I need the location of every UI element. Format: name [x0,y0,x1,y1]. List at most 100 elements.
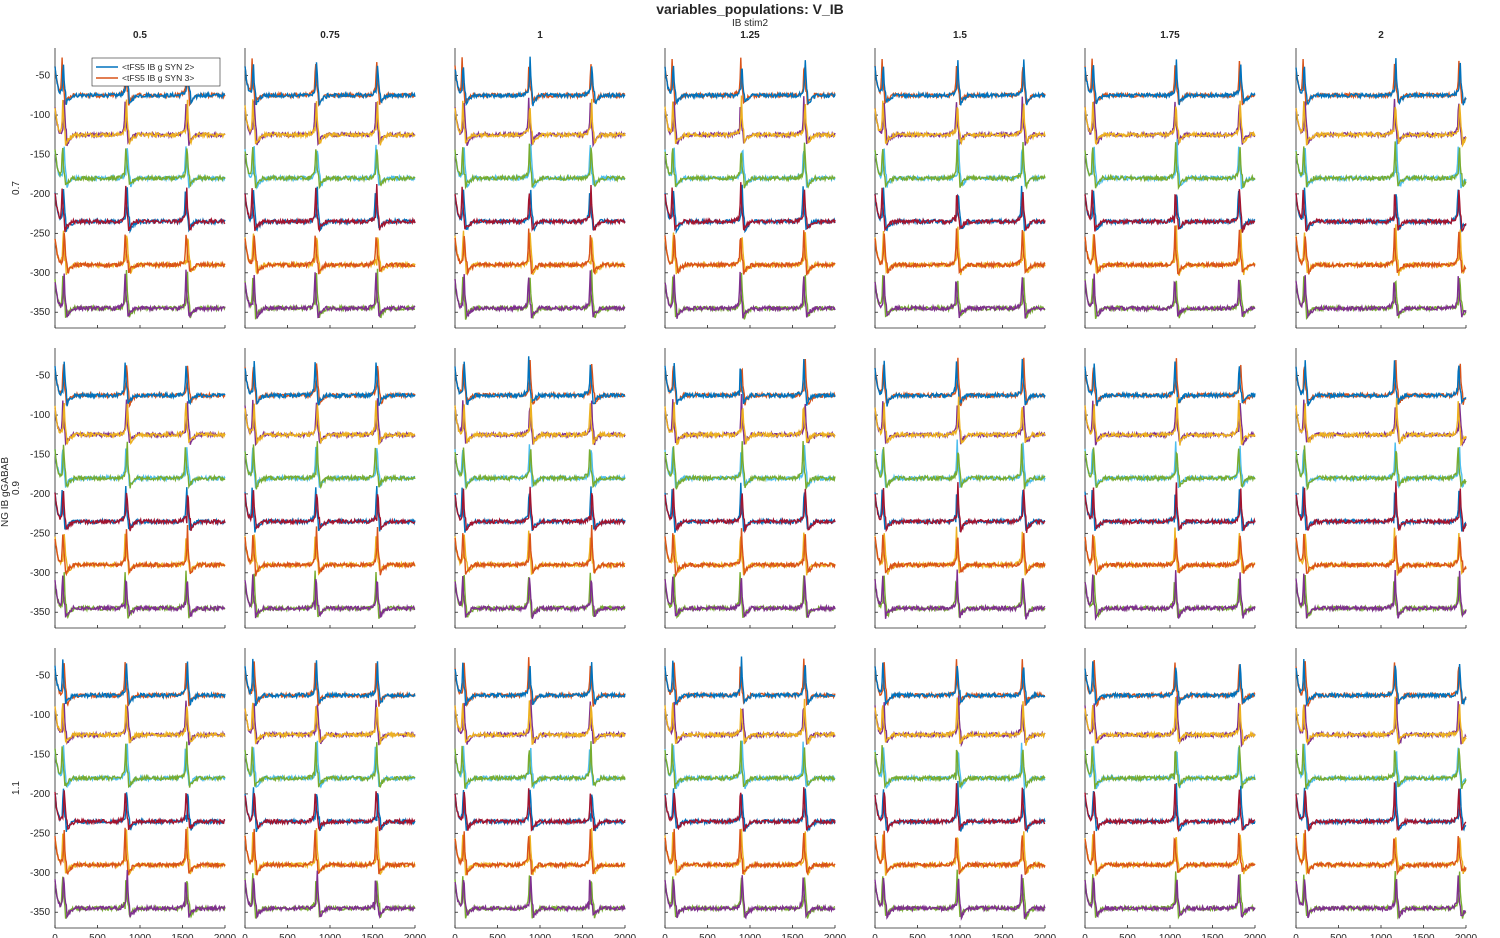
panel-r2-c0: -50 -100 -150 -200 -250 -300 -350 0 500 1000 1500 2… [11,648,237,938]
series-line [1084,190,1256,231]
series-line [454,486,626,532]
y-tick-label: -250 [30,528,50,539]
series-line [54,100,226,147]
panel-r1-c1 [244,348,416,629]
series-line [454,876,626,918]
series-line [1295,399,1467,447]
series-line [1084,482,1256,531]
series-line [54,827,226,876]
panel-r1-c6 [1295,348,1467,629]
figure-title: variables_populations: V_IB [656,1,844,17]
series-line [1084,783,1256,833]
legend-entry: <tFS5 IB g SYN 2> [122,62,194,72]
series-line [1084,696,1256,745]
series-line [54,790,226,831]
series-line [54,741,226,789]
series-line [1084,361,1256,407]
x-tick-label: 2000 [1034,933,1057,938]
series-line [454,398,626,445]
series-line [1084,225,1256,276]
series-line [664,271,836,319]
series-line [54,185,226,233]
legend-box [91,57,221,87]
series-line [1084,441,1256,489]
series-line [874,783,1046,834]
x-tick-label: 1000 [319,933,342,938]
series-line [244,702,416,745]
series-line [874,780,1046,834]
series-line [664,147,836,188]
series-line [874,439,1046,489]
series-line [1084,745,1256,790]
x-tick-label: 0 [242,933,248,938]
x-tick-label: 1500 [991,933,1014,938]
series-line [664,698,836,745]
series-line [1295,743,1467,790]
series-line [244,99,416,146]
series-line [1295,696,1467,746]
series-line [1295,829,1467,876]
series-line [1084,834,1256,877]
series-line [454,228,626,276]
series-line [244,661,416,708]
series-line [54,700,226,746]
series-line [874,401,1046,445]
series-line [1295,782,1467,832]
series-line [874,187,1046,233]
series-line [664,788,836,833]
series-line [1084,58,1256,106]
series-line [1295,661,1467,707]
column-title: 0.75 [320,30,340,41]
row-label: 1.1 [11,781,22,795]
panel-r1-c5 [1084,348,1256,629]
series-line [1295,569,1467,619]
series-line [1295,442,1467,489]
series-line [1084,358,1256,406]
panel-r1-c4 [874,348,1046,629]
series-line [244,870,416,920]
series-line [244,183,416,233]
series-line [874,533,1046,575]
x-tick-label: 1500 [1201,933,1224,938]
x-tick-label: 2000 [1244,933,1267,938]
series-line [1084,400,1255,446]
panel-r2-c5: 0 500 1000 1500 2000 [1082,648,1267,938]
panel-r2-c2: 0 500 1000 1500 2000 [452,648,637,938]
series-line [1295,743,1467,790]
series-line [1295,833,1467,876]
series-line [1295,101,1467,148]
series-line [454,356,626,406]
series-line [54,147,226,187]
series-line [454,789,626,832]
y-tick-label: -150 [30,449,50,460]
series-line [454,657,626,708]
series-line [244,398,416,447]
series-line [1295,870,1467,920]
series-line [1084,534,1256,576]
series-line [1084,570,1256,622]
series-line [454,662,626,707]
series-line [54,233,226,275]
panel-r1-c3 [664,348,836,629]
series-line [1295,527,1467,576]
series-line [664,142,836,189]
series-line [1084,659,1256,708]
y-tick-label: -350 [30,607,50,618]
series-line [454,486,626,533]
column-title: 1 [537,30,543,41]
series-line [54,62,225,106]
column-title: 0.5 [133,30,147,41]
row-axis-label: NG IB gGABAB [0,457,11,527]
series-line [874,358,1046,407]
series-line [244,570,416,619]
series-line [1084,138,1256,190]
series-line [664,740,836,790]
series-line [1084,142,1256,191]
series-line [54,361,226,407]
series-line [54,269,226,319]
series-line [54,490,226,532]
y-tick-label: -250 [30,828,50,839]
series-line [54,524,226,577]
x-tick-label: 1000 [529,933,552,938]
series-line [244,100,416,146]
